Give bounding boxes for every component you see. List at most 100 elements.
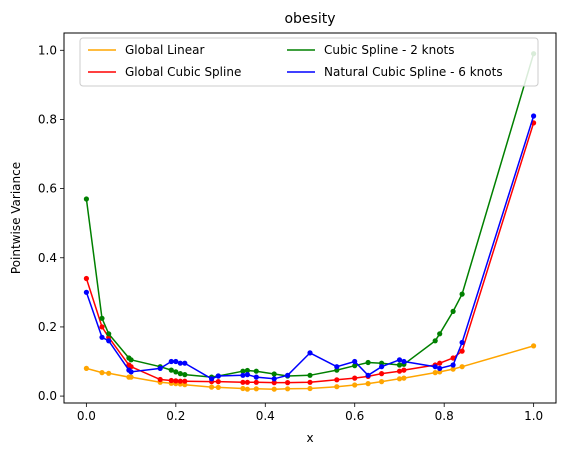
x-tick-label: 0.0 bbox=[77, 409, 96, 423]
x-tick-label: 0.6 bbox=[345, 409, 364, 423]
series-point bbox=[240, 379, 246, 385]
series-3 bbox=[83, 113, 537, 382]
series-point bbox=[396, 368, 403, 374]
series-point bbox=[450, 366, 456, 372]
legend-box bbox=[79, 37, 539, 87]
series-point bbox=[182, 372, 188, 378]
series-point bbox=[215, 384, 221, 390]
series-point bbox=[99, 370, 105, 376]
series-point bbox=[240, 372, 246, 378]
series-point bbox=[285, 380, 291, 386]
series-point bbox=[128, 374, 134, 380]
series-point bbox=[450, 308, 456, 314]
series-point bbox=[182, 360, 188, 366]
series-point bbox=[450, 355, 456, 361]
series-point bbox=[209, 384, 215, 390]
series-point bbox=[396, 362, 403, 368]
series-1 bbox=[83, 120, 537, 386]
series-point bbox=[244, 379, 250, 385]
series-point bbox=[106, 331, 112, 337]
series-point bbox=[271, 386, 277, 392]
chart-title: obesity bbox=[284, 11, 335, 27]
series-point bbox=[106, 338, 112, 344]
series-point bbox=[240, 368, 246, 374]
series-point bbox=[253, 374, 259, 380]
series-point bbox=[365, 359, 371, 366]
x-tick-label: 1.0 bbox=[524, 409, 543, 423]
legend-label: Global Linear bbox=[125, 43, 204, 57]
series-point bbox=[437, 331, 443, 337]
x-tick-label: 0.4 bbox=[256, 409, 275, 423]
y-tick-label: 0.2 bbox=[38, 320, 57, 334]
series-point bbox=[271, 371, 277, 377]
series-point bbox=[99, 324, 105, 330]
series-point bbox=[459, 339, 465, 346]
series-point bbox=[128, 357, 134, 363]
legend-label: Cubic Spline - 2 knots bbox=[324, 43, 455, 57]
series-point bbox=[432, 338, 438, 344]
series-point bbox=[157, 376, 163, 383]
axes-frame bbox=[63, 32, 557, 404]
x-tick-label: 0.8 bbox=[435, 409, 454, 423]
series-point bbox=[271, 380, 277, 386]
series-point bbox=[244, 372, 250, 378]
y-tick-label: 1.0 bbox=[38, 43, 57, 57]
series-point bbox=[106, 370, 112, 376]
series-0 bbox=[83, 343, 537, 392]
series-point bbox=[177, 371, 183, 377]
series-point bbox=[157, 365, 163, 371]
series-point bbox=[396, 357, 403, 363]
series-point bbox=[253, 379, 259, 385]
series-point bbox=[401, 375, 407, 381]
series-point bbox=[365, 372, 371, 378]
legend-label: Global Cubic Spline bbox=[125, 65, 241, 79]
series-point bbox=[396, 376, 403, 382]
plot-area bbox=[83, 51, 537, 392]
y-tick-label: 0.8 bbox=[38, 112, 57, 126]
series-point bbox=[432, 364, 438, 370]
series-point bbox=[285, 386, 291, 392]
series-point bbox=[173, 378, 179, 384]
series-point bbox=[334, 377, 340, 383]
y-axis-label: Pointwise Variance bbox=[9, 162, 23, 274]
series-point bbox=[531, 343, 537, 349]
series-point bbox=[168, 377, 174, 384]
series-point bbox=[432, 370, 438, 376]
series-point bbox=[215, 373, 221, 379]
series-point bbox=[99, 334, 105, 340]
series-point bbox=[240, 385, 246, 392]
legend: Global Linear Global Cubic Spline Cubic Sp… bbox=[79, 37, 539, 87]
series-point bbox=[177, 378, 183, 384]
series-point bbox=[128, 369, 134, 375]
series-point bbox=[352, 363, 358, 369]
y-tick-label: 0.6 bbox=[38, 182, 57, 196]
series-point bbox=[379, 379, 385, 385]
series-point bbox=[379, 364, 385, 370]
series-point bbox=[450, 362, 456, 368]
series-point bbox=[209, 376, 215, 382]
series-point bbox=[459, 348, 465, 354]
series-point bbox=[244, 367, 250, 374]
series-point bbox=[334, 364, 340, 370]
series-point bbox=[83, 196, 89, 202]
series-point bbox=[83, 289, 89, 295]
series-point bbox=[459, 364, 465, 370]
series-point bbox=[401, 358, 407, 365]
series-point bbox=[379, 371, 385, 377]
series-point bbox=[401, 367, 407, 373]
series-point bbox=[334, 384, 340, 390]
series-point bbox=[177, 360, 183, 366]
series-point bbox=[253, 386, 259, 392]
series-point bbox=[307, 372, 313, 378]
legend-label: Natural Cubic Spline - 6 knots bbox=[324, 65, 503, 79]
series-point bbox=[83, 275, 89, 282]
series-point bbox=[307, 379, 313, 385]
series-point bbox=[168, 358, 174, 365]
series-point bbox=[173, 358, 179, 365]
series-line-1 bbox=[85, 122, 535, 384]
series-point bbox=[99, 315, 105, 321]
series-point bbox=[531, 113, 537, 119]
y-tick-label: 0.0 bbox=[38, 389, 57, 403]
series-point bbox=[271, 376, 277, 382]
